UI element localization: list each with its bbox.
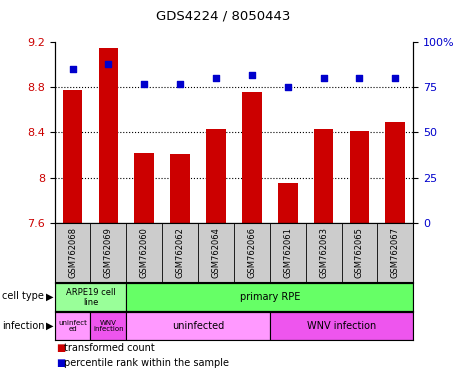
Text: cell type: cell type	[2, 291, 44, 301]
Text: ■: ■	[56, 343, 65, 353]
Text: ARPE19 cell
line: ARPE19 cell line	[66, 288, 115, 307]
Text: transformed count: transformed count	[64, 343, 155, 353]
Bar	[55, 312, 91, 340]
Bar	[278, 183, 298, 223]
Text: primary RPE: primary RPE	[239, 292, 300, 302]
Text: GSM762068: GSM762068	[68, 227, 77, 278]
Bar	[126, 312, 270, 340]
Text: GSM762061: GSM762061	[283, 227, 292, 278]
Bar	[385, 122, 405, 223]
Bar	[55, 283, 126, 311]
Point	[391, 75, 399, 81]
Text: GSM762069: GSM762069	[104, 227, 113, 278]
Bar	[206, 129, 226, 223]
Text: GDS4224 / 8050443: GDS4224 / 8050443	[156, 10, 290, 23]
Bar	[134, 153, 154, 223]
Point	[141, 81, 148, 87]
Text: ■: ■	[56, 358, 65, 368]
Bar	[350, 131, 370, 223]
Text: infection: infection	[2, 321, 45, 331]
Bar	[242, 92, 262, 223]
Text: ▶: ▶	[46, 291, 53, 301]
Point	[69, 66, 76, 73]
Text: percentile rank within the sample: percentile rank within the sample	[64, 358, 229, 368]
Text: GSM762067: GSM762067	[391, 227, 400, 278]
Text: GSM762065: GSM762065	[355, 227, 364, 278]
Text: GSM762066: GSM762066	[247, 227, 257, 278]
Text: ▶: ▶	[46, 321, 53, 331]
Text: GSM762063: GSM762063	[319, 227, 328, 278]
Text: uninfected: uninfected	[172, 321, 224, 331]
Bar	[314, 129, 333, 223]
Text: uninfect
ed: uninfect ed	[58, 320, 87, 332]
Text: WNV infection: WNV infection	[307, 321, 376, 331]
Point	[248, 72, 256, 78]
Point	[356, 75, 363, 81]
Bar	[63, 89, 83, 223]
Point	[320, 75, 327, 81]
Text: GSM762064: GSM762064	[211, 227, 220, 278]
Bar	[91, 312, 126, 340]
Bar	[98, 48, 118, 223]
Point	[104, 61, 112, 67]
Bar	[170, 154, 190, 223]
Text: WNV
infection: WNV infection	[93, 320, 124, 332]
Text: GSM762062: GSM762062	[176, 227, 185, 278]
Text: GSM762060: GSM762060	[140, 227, 149, 278]
Point	[176, 81, 184, 87]
Point	[212, 75, 220, 81]
Bar	[270, 312, 413, 340]
Bar	[126, 283, 413, 311]
Point	[284, 84, 292, 91]
